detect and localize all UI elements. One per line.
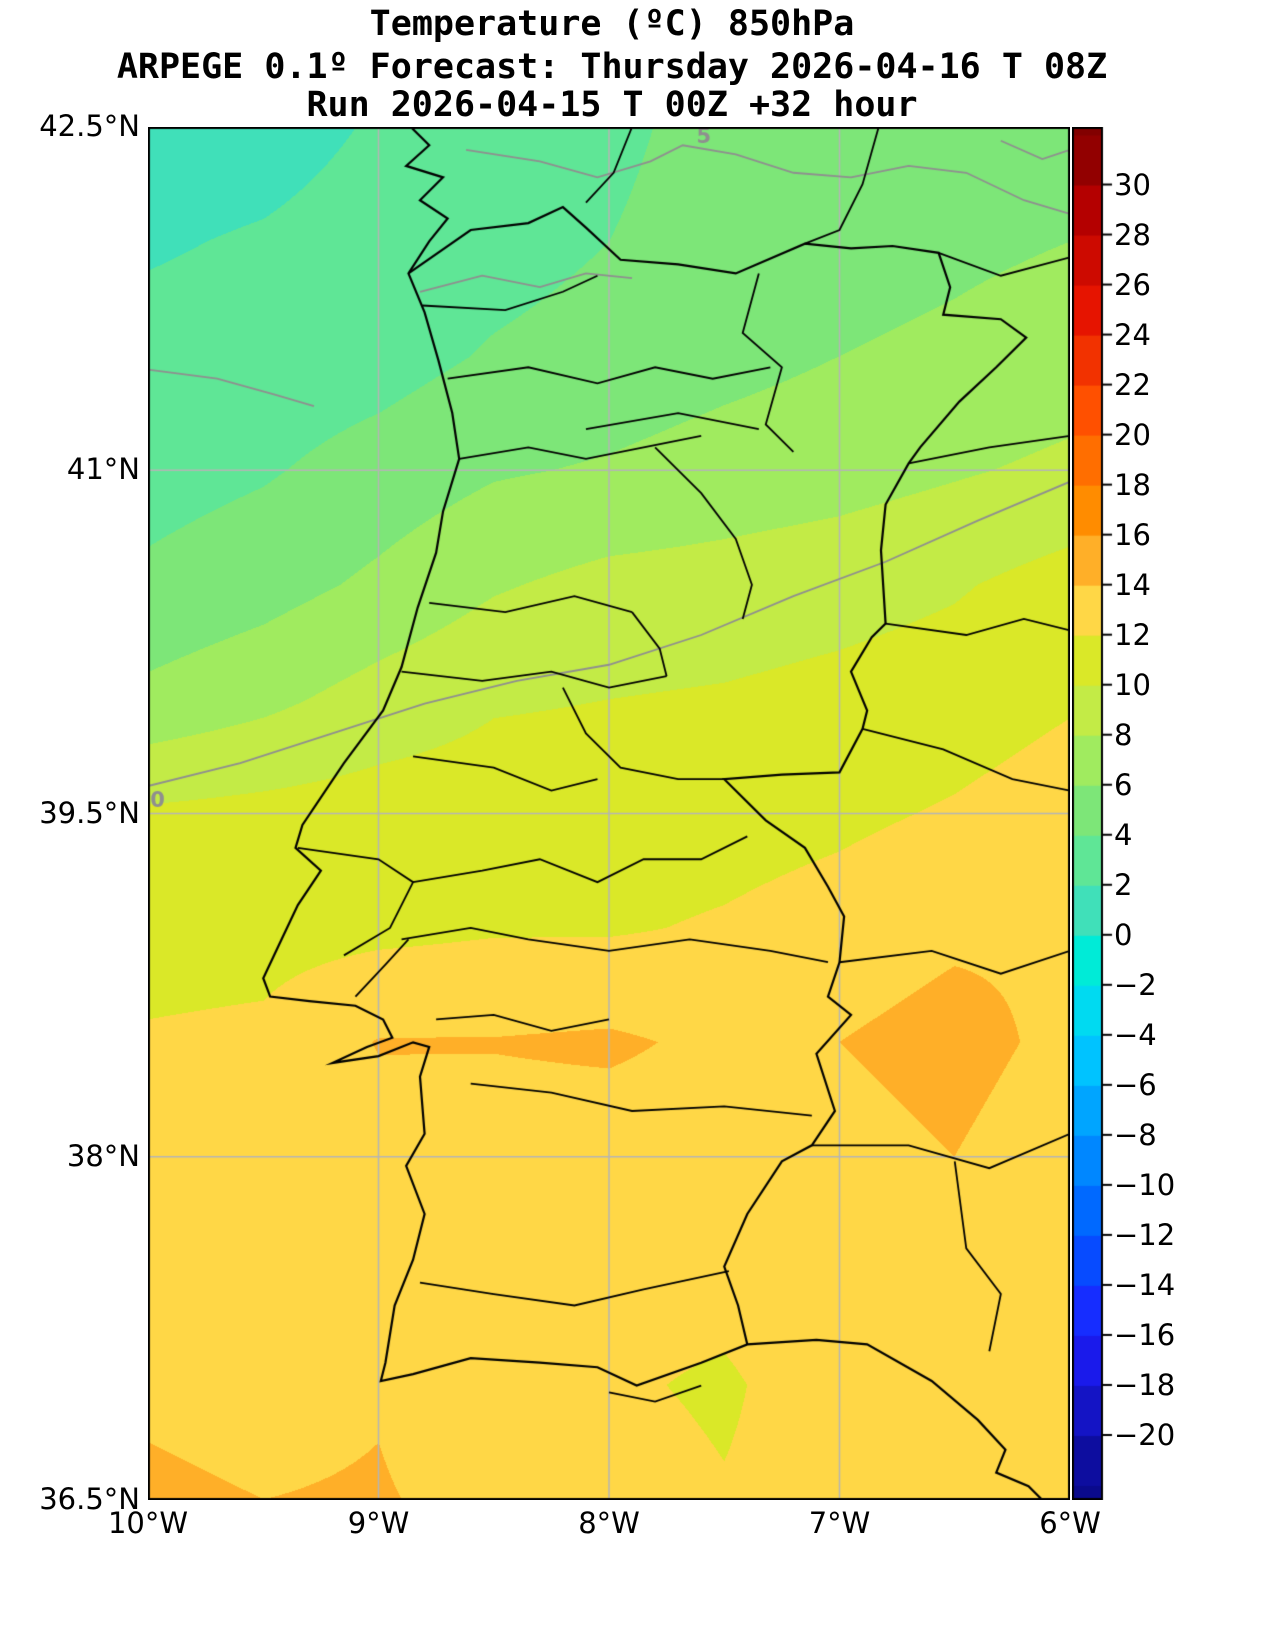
colorbar [1072,127,1120,1500]
lat-tick-label: 42.5°N [39,109,140,143]
colorbar-tick-label: 10 [1114,667,1151,702]
colorbar-tick-label: 30 [1114,167,1151,202]
colorbar-tick-label: 4 [1114,817,1133,852]
colorbar-tick-label: −16 [1114,1317,1176,1352]
colorbar-tick-label: 2 [1114,867,1133,902]
colorbar-tick-label: 16 [1114,517,1151,552]
figure-subtitle-run: Run 2026-04-15 T 00Z +32 hour [306,85,918,125]
lat-tick-label: 39.5°N [39,795,140,830]
lon-tick-label: 6°W [1039,1506,1101,1540]
colorbar-tick-label: 28 [1114,217,1151,252]
colorbar-tick-label: 0 [1114,917,1133,952]
lon-tick-label: 7°W [808,1506,871,1540]
colorbar-tick-label: −20 [1114,1417,1176,1452]
figure-title: Temperature (ºC) 850hPa [369,4,855,44]
colorbar-tick-label: −10 [1114,1167,1176,1202]
colorbar-tick-label: 12 [1114,617,1151,652]
lat-tick-label: 36.5°N [39,1482,140,1516]
colorbar-tick-label: −18 [1114,1367,1176,1402]
colorbar-tick-label: 24 [1114,317,1151,352]
lat-tick-label: 38°N [66,1138,140,1173]
lon-tick-label: 8°W [578,1506,640,1540]
colorbar-tick-label: 18 [1114,467,1151,502]
lon-tick-label: 10°W [107,1506,189,1540]
colorbar-tick-label: −14 [1114,1267,1176,1302]
colorbar-tick-label: −6 [1114,1067,1157,1102]
colorbar-tick-label: 26 [1114,267,1151,302]
colorbar-tick-label: 14 [1114,567,1151,602]
colorbar-tick-label: 8 [1114,717,1133,752]
figure-subtitle-forecast: ARPEGE 0.1º Forecast: Thursday 2026-04-1… [116,47,1108,87]
colorbar-tick-label: 6 [1114,767,1133,802]
colorbar-tick-label: 22 [1114,367,1151,402]
colorbar-tick-label: −8 [1114,1117,1157,1152]
colorbar-tick-label: −12 [1114,1217,1176,1252]
lat-tick-label: 41°N [66,452,140,487]
colorbar-tick-label: −2 [1114,967,1157,1002]
colorbar-tick-label: 20 [1114,417,1151,452]
colorbar-tick-label: −4 [1114,1017,1157,1052]
temperature-field-map [148,127,1070,1500]
lon-tick-label: 9°W [347,1506,410,1540]
